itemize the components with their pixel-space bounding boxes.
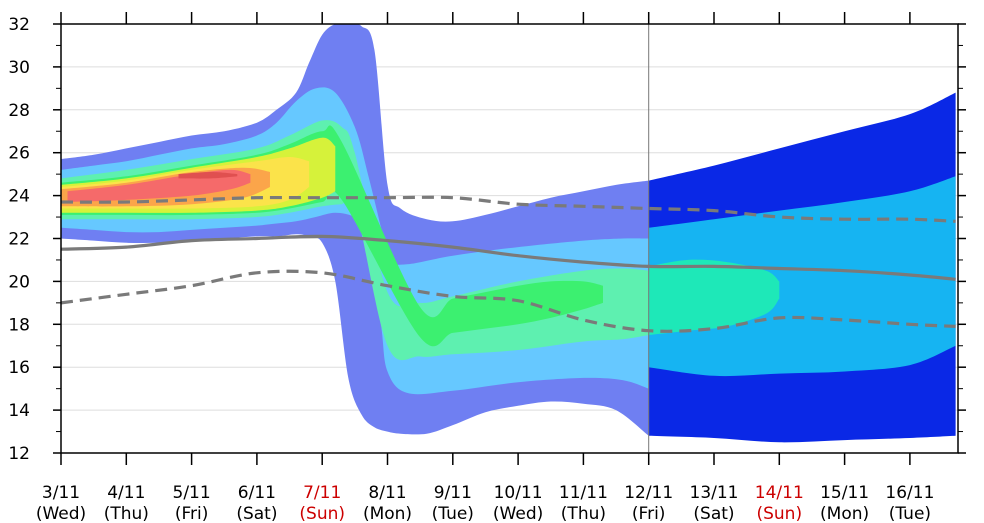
y-tick-label: 12 xyxy=(8,444,30,464)
y-tick-label: 30 xyxy=(8,58,30,78)
density-band xyxy=(178,172,238,179)
x-day-label: (Wed) xyxy=(36,504,86,523)
x-day-label: (Sat) xyxy=(693,504,734,523)
x-date-label: 6/11 xyxy=(238,483,276,503)
y-tick-label: 20 xyxy=(8,272,30,292)
x-date-label: 13/11 xyxy=(690,483,739,503)
y-tick-label: 28 xyxy=(8,101,30,121)
x-day-label: (Sun) xyxy=(756,504,802,523)
x-day-label: (Sun) xyxy=(299,504,345,523)
x-date-label: 16/11 xyxy=(885,483,934,503)
series-lines xyxy=(61,195,956,333)
density-band xyxy=(648,259,780,335)
x-day-label: (Tue) xyxy=(432,504,474,523)
x-day-label: (Thu) xyxy=(104,504,149,523)
dashed-series-line xyxy=(61,269,956,333)
y-tick-label: 26 xyxy=(8,144,30,164)
y-axis: 12 14 16 18 20 22 24 26 28 30 32 xyxy=(8,15,966,464)
y-tick-label: 24 xyxy=(8,187,30,207)
x-date-label: 10/11 xyxy=(494,483,543,503)
x-day-label: (Thu) xyxy=(561,504,606,523)
x-date-label: 7/11 xyxy=(303,483,341,503)
x-day-label: (Fri) xyxy=(175,504,209,523)
x-date-label: 3/11 xyxy=(42,483,80,503)
y-tick-label: 18 xyxy=(8,315,30,335)
x-day-label: (Tue) xyxy=(889,504,931,523)
x-date-label: 14/11 xyxy=(755,483,804,503)
solid-series-line xyxy=(61,234,956,281)
density-bands xyxy=(61,24,956,443)
x-axis: 3/11(Wed)4/11(Thu)5/11(Fri)6/11(Sat)7/11… xyxy=(36,12,934,523)
x-day-label: (Mon) xyxy=(363,504,412,523)
x-date-label: 15/11 xyxy=(820,483,869,503)
y-tick-label: 16 xyxy=(8,358,30,378)
x-date-label: 11/11 xyxy=(559,483,608,503)
x-date-label: 9/11 xyxy=(434,483,472,503)
x-day-label: (Sat) xyxy=(236,504,277,523)
y-tick-label: 14 xyxy=(8,401,30,421)
x-date-label: 8/11 xyxy=(368,483,406,503)
x-date-label: 5/11 xyxy=(173,483,211,503)
x-day-label: (Wed) xyxy=(493,504,543,523)
x-date-label: 4/11 xyxy=(107,483,145,503)
y-tick-label: 22 xyxy=(8,230,30,250)
x-day-label: (Fri) xyxy=(632,504,666,523)
y-tick-label: 32 xyxy=(8,15,30,35)
x-day-label: (Mon) xyxy=(820,504,869,523)
dashed-series-line xyxy=(61,195,956,223)
x-date-label: 12/11 xyxy=(624,483,673,503)
